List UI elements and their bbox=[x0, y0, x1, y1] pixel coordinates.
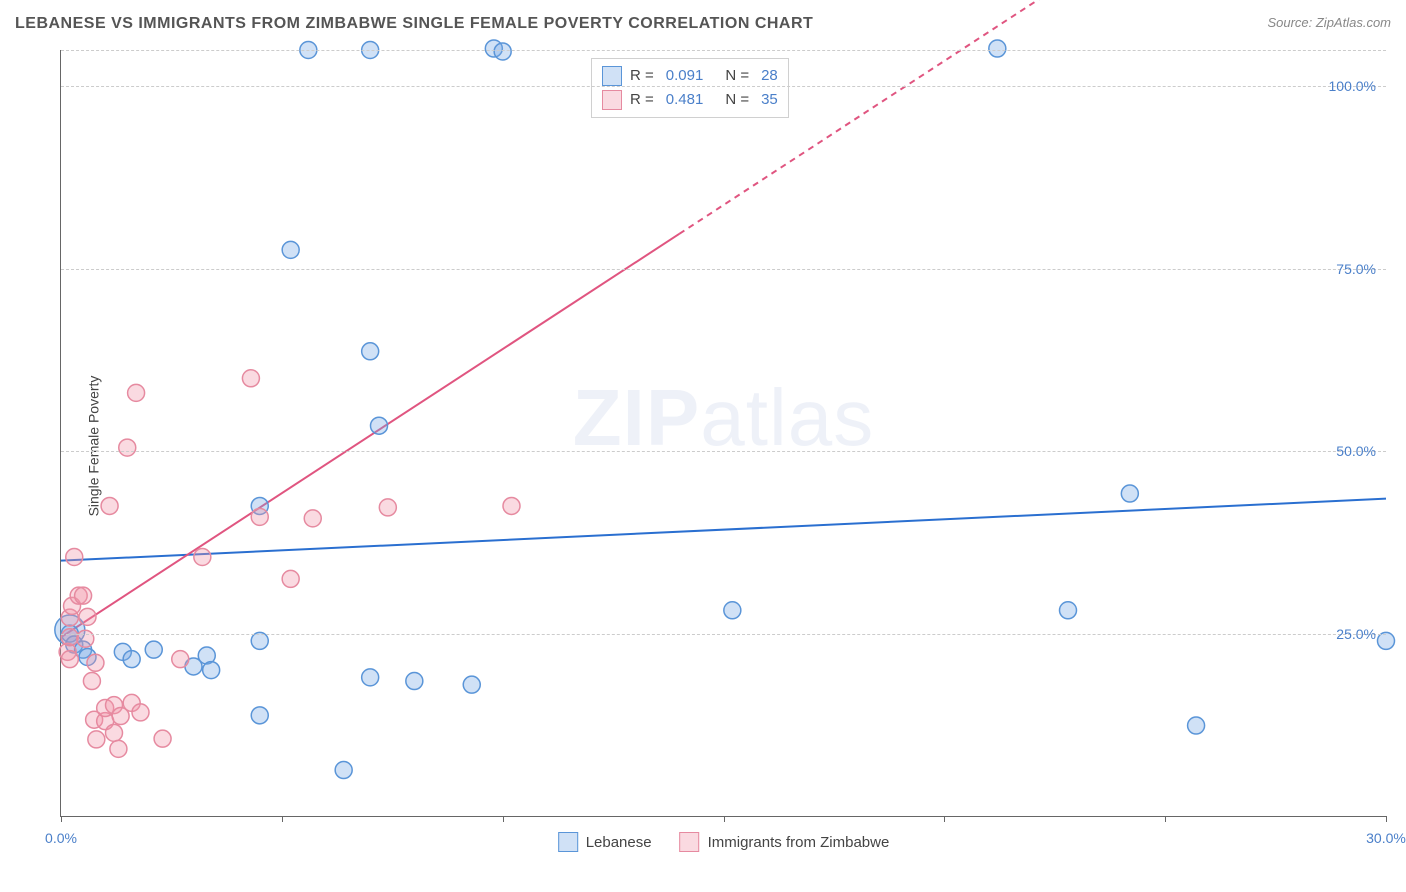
scatter-point bbox=[251, 508, 268, 525]
scatter-point bbox=[61, 651, 78, 668]
scatter-point bbox=[123, 651, 140, 668]
x-tick-label: 0.0% bbox=[45, 830, 77, 846]
legend-swatch bbox=[680, 832, 700, 852]
gridline-horizontal bbox=[61, 451, 1386, 452]
gridline-horizontal bbox=[61, 50, 1386, 51]
x-tick bbox=[61, 816, 62, 822]
scatter-point bbox=[1188, 717, 1205, 734]
scatter-point bbox=[119, 439, 136, 456]
scatter-point bbox=[194, 549, 211, 566]
scatter-point bbox=[88, 731, 105, 748]
scatter-point bbox=[75, 587, 92, 604]
n-value: 35 bbox=[761, 91, 778, 108]
r-label: R = bbox=[630, 91, 654, 108]
scatter-point bbox=[724, 602, 741, 619]
n-label: N = bbox=[725, 91, 749, 108]
scatter-point bbox=[335, 762, 352, 779]
scatter-point bbox=[282, 241, 299, 258]
series-legend: Lebanese Immigrants from Zimbabwe bbox=[558, 830, 890, 854]
x-tick bbox=[282, 816, 283, 822]
scatter-point bbox=[172, 651, 189, 668]
legend-swatch bbox=[558, 832, 578, 852]
scatter-point bbox=[83, 673, 100, 690]
scatter-point bbox=[282, 570, 299, 587]
x-tick bbox=[503, 816, 504, 822]
scatter-point bbox=[87, 654, 104, 671]
scatter-point bbox=[989, 40, 1006, 57]
scatter-point bbox=[379, 499, 396, 516]
scatter-point bbox=[110, 740, 127, 757]
scatter-point bbox=[242, 370, 259, 387]
scatter-point bbox=[494, 43, 511, 60]
source-attribution: Source: ZipAtlas.com bbox=[1267, 15, 1391, 30]
legend-swatch bbox=[602, 90, 622, 110]
series-name: Immigrants from Zimbabwe bbox=[708, 834, 890, 851]
y-tick-label: 50.0% bbox=[1336, 443, 1376, 459]
scatter-point bbox=[1060, 602, 1077, 619]
scatter-point bbox=[362, 343, 379, 360]
stats-legend-row: R = 0.481 N = 35 bbox=[602, 88, 778, 112]
plot-area: ZIPatlas R =0.091N =28R =0.481N =35 Leba… bbox=[60, 50, 1386, 817]
chart-title: LEBANESE VS IMMIGRANTS FROM ZIMBABWE SIN… bbox=[15, 15, 813, 33]
scatter-point bbox=[304, 510, 321, 527]
scatter-point bbox=[203, 662, 220, 679]
scatter-point bbox=[371, 417, 388, 434]
scatter-point bbox=[406, 673, 423, 690]
y-tick-label: 75.0% bbox=[1336, 261, 1376, 277]
y-tick-label: 25.0% bbox=[1336, 626, 1376, 642]
scatter-point bbox=[463, 676, 480, 693]
scatter-point bbox=[251, 707, 268, 724]
x-tick bbox=[1386, 816, 1387, 822]
series-legend-item: Lebanese bbox=[558, 830, 652, 854]
scatter-point bbox=[503, 497, 520, 514]
trendline bbox=[61, 234, 679, 637]
series-legend-item: Immigrants from Zimbabwe bbox=[680, 830, 890, 854]
y-tick-label: 100.0% bbox=[1329, 78, 1376, 94]
chart-container: LEBANESE VS IMMIGRANTS FROM ZIMBABWE SIN… bbox=[15, 15, 1391, 877]
x-tick-label: 30.0% bbox=[1366, 830, 1406, 846]
scatter-point bbox=[61, 629, 78, 646]
n-label: N = bbox=[725, 67, 749, 84]
scatter-point bbox=[1378, 632, 1395, 649]
scatter-point bbox=[106, 724, 123, 741]
scatter-point bbox=[132, 704, 149, 721]
r-value: 0.091 bbox=[666, 67, 704, 84]
gridline-horizontal bbox=[61, 86, 1386, 87]
scatter-point bbox=[66, 549, 83, 566]
scatter-point bbox=[154, 730, 171, 747]
gridline-horizontal bbox=[61, 269, 1386, 270]
scatter-svg bbox=[61, 50, 1386, 816]
scatter-point bbox=[128, 384, 145, 401]
scatter-point bbox=[1121, 485, 1138, 502]
r-value: 0.481 bbox=[666, 91, 704, 108]
scatter-point bbox=[251, 632, 268, 649]
scatter-point bbox=[145, 641, 162, 658]
x-tick bbox=[724, 816, 725, 822]
series-name: Lebanese bbox=[586, 834, 652, 851]
gridline-horizontal bbox=[61, 634, 1386, 635]
n-value: 28 bbox=[761, 67, 778, 84]
x-tick bbox=[1165, 816, 1166, 822]
scatter-point bbox=[101, 497, 118, 514]
r-label: R = bbox=[630, 67, 654, 84]
stats-legend: R = 0.091 N = 28 R = 0.481 N = 35 bbox=[591, 58, 789, 118]
legend-swatch bbox=[602, 66, 622, 86]
stats-legend-row: R = 0.091 N = 28 bbox=[602, 64, 778, 88]
scatter-point bbox=[79, 608, 96, 625]
scatter-point bbox=[362, 669, 379, 686]
x-tick bbox=[944, 816, 945, 822]
